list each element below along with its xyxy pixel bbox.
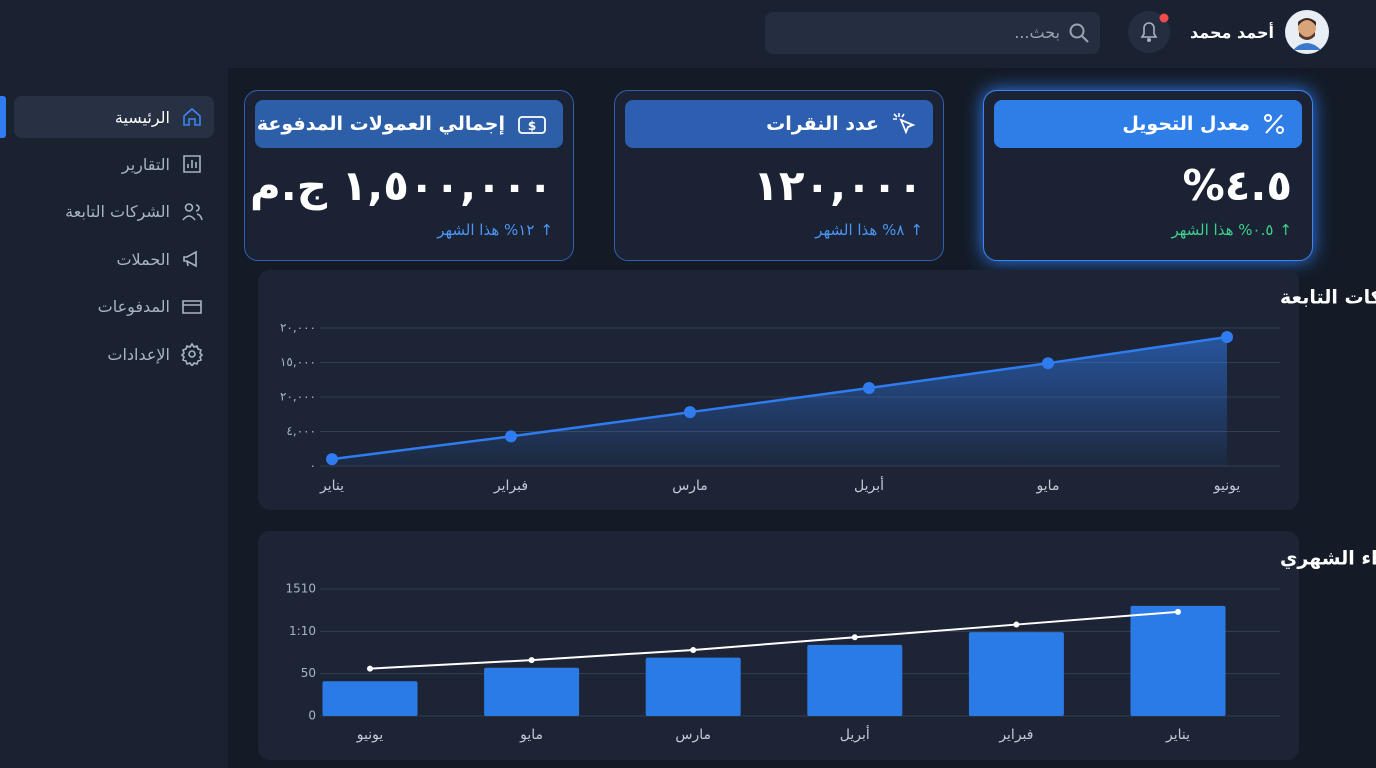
- y-tick-label: ٠: [310, 459, 316, 473]
- kpi-title: إجمالي العمولات المدفوعة: [256, 113, 505, 135]
- x-tick-label: مارس: [675, 727, 711, 743]
- kpi-change: ٨% هذا الشهر ↑: [815, 221, 923, 239]
- menu-item[interactable]: الرئيسية: [14, 96, 214, 138]
- point: [690, 646, 697, 653]
- kpi-header: عدد النقرات: [625, 100, 933, 148]
- point: [528, 657, 535, 664]
- point: [1221, 330, 1233, 343]
- point: [505, 430, 517, 443]
- avatar[interactable]: [1285, 10, 1329, 54]
- chart-title: اتجاه مبيعات الشركات التابعة: [1280, 287, 1376, 309]
- kpi-change: ١٢% هذا الشهر ↑: [437, 221, 553, 239]
- top-bar: بحث... أحمد محمد: [228, 0, 1376, 68]
- up-arrow: ↑: [540, 221, 553, 239]
- up-arrow: ↑: [910, 221, 923, 239]
- search-box[interactable]: بحث...: [765, 12, 1100, 54]
- kpi-header: معدل التحويل: [994, 100, 1302, 148]
- x-tick-label: يناير: [1165, 727, 1190, 743]
- kpi-title: معدل التحويل: [1122, 113, 1250, 135]
- x-tick-label: يونيو: [356, 727, 384, 743]
- click-icon: [893, 113, 916, 135]
- bar: [645, 657, 741, 716]
- x-tick-label: مايو: [1036, 478, 1060, 494]
- menu-item[interactable]: المدفوعات: [14, 286, 214, 328]
- kpi-value: ١,٥٠٠,٠٠٠ ج.م: [250, 161, 553, 210]
- user-name: أحمد محمد: [1190, 23, 1274, 42]
- menu-icon: [182, 202, 203, 221]
- menu-label: الرئيسية: [114, 107, 170, 127]
- menu-label: الشركات التابعة: [65, 202, 170, 222]
- menu-item[interactable]: الشركات التابعة: [14, 191, 214, 233]
- kpi-header: إجمالي العمولات المدفوعة $: [255, 100, 563, 148]
- x-tick-label: فبراير: [998, 727, 1033, 743]
- point: [1013, 621, 1020, 628]
- menu-item[interactable]: الحملات: [14, 238, 214, 280]
- menu-item[interactable]: التقارير: [14, 143, 214, 185]
- menu-label: الإعدادات: [107, 344, 170, 364]
- point: [863, 382, 875, 395]
- bar: [484, 667, 580, 716]
- sidebar: الرئيسية التقارير الشركات التابعة الحملات ال…: [0, 0, 228, 768]
- up-arrow: ↑: [1279, 221, 1292, 239]
- kpi-card: عدد النقرات ١٢٠,٠٠٠ ٨% هذا الشهر ↑: [614, 90, 944, 261]
- search-placeholder: بحث...: [1014, 23, 1060, 42]
- svg-text:$: $: [528, 119, 536, 133]
- bar: [322, 681, 418, 716]
- y-tick-label: 1:10: [289, 624, 316, 638]
- line: [331, 335, 1228, 461]
- y-tick-label: ٢٠,٠٠٠: [280, 390, 316, 404]
- x-tick-label: مارس: [672, 478, 708, 494]
- point: [1175, 608, 1181, 615]
- menu-icon: [182, 299, 202, 314]
- bar: [1130, 605, 1226, 716]
- kpi-change-text: ٠.٥% هذا الشهر: [1171, 221, 1274, 239]
- y-tick-label: ٤,٠٠٠: [286, 424, 316, 438]
- kpi-card: إجمالي العمولات المدفوعة $ ١,٥٠٠,٠٠٠ ج.م …: [244, 90, 574, 261]
- menu-label: الحملات: [116, 249, 170, 269]
- y-tick-label: 0: [308, 709, 316, 723]
- x-tick-label: يونيو: [1213, 478, 1241, 494]
- bar: [807, 644, 903, 716]
- bar: [968, 632, 1064, 716]
- y-tick-label: 50: [301, 666, 316, 680]
- notification-button[interactable]: [1127, 10, 1171, 54]
- area: [332, 336, 1227, 466]
- kpi-change: ٠.٥% هذا الشهر ↑: [1171, 221, 1292, 239]
- kpi-value: ١٢٠,٠٠٠: [753, 161, 923, 210]
- bar-panel: [258, 531, 1299, 760]
- kpi-change-text: ١٢% هذا الشهر: [437, 221, 535, 239]
- menu-icon: [183, 107, 201, 126]
- menu-label: التقارير: [121, 154, 170, 174]
- point: [367, 665, 373, 672]
- search-icon: [1069, 23, 1089, 43]
- x-tick-label: أبريل: [840, 725, 870, 743]
- menu-icon: [183, 250, 197, 268]
- menu-icon: [180, 342, 204, 366]
- point: [326, 453, 338, 466]
- chart-title: الأداء الشهري: [1280, 547, 1376, 571]
- x-tick-label: فبراير: [493, 478, 528, 494]
- y-tick-label: ٢٠,٠٠٠: [280, 321, 316, 335]
- menu-item[interactable]: الإعدادات: [14, 333, 214, 375]
- kpi-card: معدل التحويل ٤.٥% ٠.٥% هذا الشهر ↑: [983, 90, 1313, 261]
- money-icon: $: [518, 116, 546, 134]
- kpi-value: ٤.٥%: [1182, 161, 1292, 210]
- x-tick-label: أبريل: [854, 476, 884, 494]
- y-tick-label: ١٥,٠٠٠: [280, 355, 316, 369]
- kpi-change-text: ٨% هذا الشهر: [815, 221, 905, 239]
- menu-label: المدفوعات: [97, 297, 170, 317]
- active-indicator: [0, 96, 6, 138]
- y-tick-label: 1510: [285, 582, 316, 596]
- line: [369, 610, 1179, 670]
- x-tick-label: مايو: [519, 727, 543, 743]
- x-tick-label: يناير: [319, 478, 344, 494]
- point: [684, 406, 696, 419]
- point: [851, 634, 858, 641]
- point: [1042, 357, 1054, 370]
- kpi-title: عدد النقرات: [766, 113, 879, 135]
- menu-icon: [183, 155, 201, 174]
- percent-icon: [1264, 114, 1284, 134]
